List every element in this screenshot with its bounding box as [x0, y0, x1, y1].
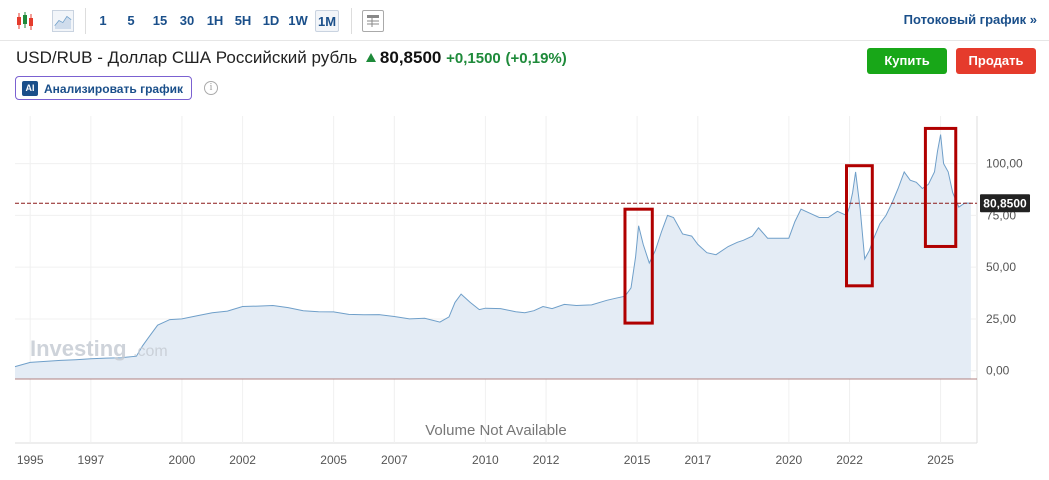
analyze-chart-button[interactable]: AI Анализировать график — [15, 76, 192, 100]
x-tick-label: 2017 — [684, 453, 711, 467]
buy-button[interactable]: Купить — [867, 48, 947, 74]
y-tick-label: 100,00 — [986, 157, 1023, 171]
investing-watermark-suffix: .com — [133, 343, 168, 360]
volume-not-available-label: Volume Not Available — [425, 422, 566, 439]
x-tick-label: 2010 — [472, 453, 499, 467]
x-tick-label: 2025 — [927, 453, 954, 467]
info-icon[interactable]: i — [204, 81, 218, 95]
highlight-box — [845, 164, 874, 288]
analyze-chart-label: Анализировать график — [44, 82, 183, 96]
timeframe-5[interactable]: 5 — [127, 13, 135, 28]
ai-icon: AI — [22, 81, 38, 97]
toolbar-separator — [85, 8, 86, 34]
y-tick-label: 0,00 — [986, 364, 1010, 378]
x-tick-label: 2015 — [624, 453, 651, 467]
current-price-label: 80,8500 — [983, 196, 1027, 210]
y-tick-label: 50,00 — [986, 260, 1016, 274]
last-price: 80,8500 — [379, 48, 442, 67]
candlestick-icon[interactable] — [14, 10, 36, 32]
instrument-header: USD/RUB - Доллар США Российский рубль 80… — [16, 48, 567, 68]
investing-watermark: Investing — [30, 336, 127, 361]
timeframe-1d[interactable]: 1D — [262, 13, 280, 28]
x-tick-label: 1997 — [78, 453, 105, 467]
series-line — [14, 134, 971, 368]
timeframe-30[interactable]: 30 — [179, 13, 195, 28]
sell-button[interactable]: Продать — [956, 48, 1036, 74]
timeframe-1[interactable]: 1 — [99, 13, 107, 28]
highlight-box — [623, 207, 654, 325]
price-change-percent: (+0,19%) — [505, 50, 567, 67]
area-chart-icon[interactable] — [52, 10, 74, 32]
timeframe-1m[interactable]: 1M — [315, 10, 339, 32]
double-chevron-right-icon: » — [1029, 12, 1037, 27]
highlight-box — [923, 126, 958, 248]
x-tick-label: 2000 — [169, 453, 196, 467]
x-tick-label: 2007 — [381, 453, 408, 467]
toolbar-separator — [351, 8, 352, 34]
up-arrow-icon — [365, 53, 376, 62]
instrument-title: USD/RUB - Доллар США Российский рубль — [16, 48, 358, 67]
price-change: +0,1500 — [446, 50, 501, 67]
current-price-tag — [980, 194, 1030, 213]
x-tick-label: 2005 — [320, 453, 347, 467]
timeframe-15[interactable]: 15 — [152, 13, 168, 28]
chart-toolbar: 1 5 15 30 1H 5H 1D 1W 1M Потоковый графи… — [0, 0, 1049, 41]
x-tick-label: 1995 — [17, 453, 44, 467]
y-tick-label: 25,00 — [986, 312, 1016, 326]
timeframe-1h[interactable]: 1H — [206, 13, 224, 28]
streaming-chart-link[interactable]: Потоковый график » — [903, 12, 1037, 27]
x-tick-label: 2020 — [775, 453, 802, 467]
timeframe-1w[interactable]: 1W — [288, 13, 308, 28]
x-tick-label: 2012 — [533, 453, 560, 467]
x-tick-label: 2002 — [229, 453, 256, 467]
x-tick-label: 2022 — [836, 453, 863, 467]
table-icon[interactable] — [362, 10, 384, 32]
series-area — [15, 134, 971, 379]
timeframe-5h[interactable]: 5H — [234, 13, 252, 28]
